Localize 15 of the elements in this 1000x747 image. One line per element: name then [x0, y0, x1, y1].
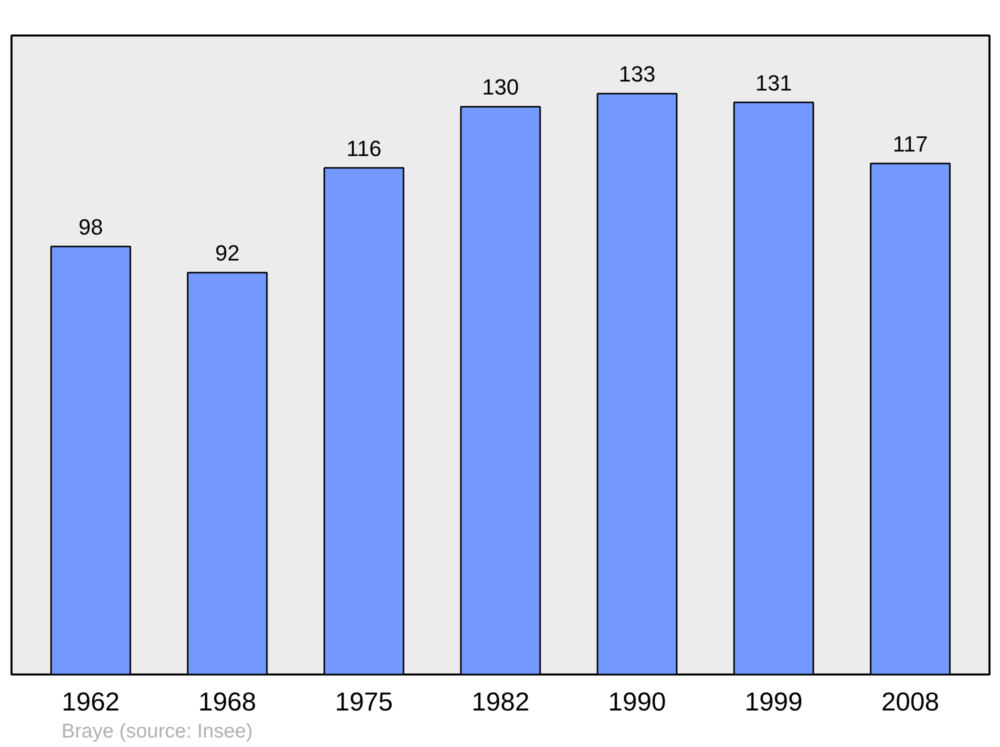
data-label: 98 — [78, 214, 103, 240]
data-label: 117 — [892, 131, 928, 156]
x-tick-label: 1968 — [198, 686, 256, 716]
x-tick-label: 1990 — [608, 686, 666, 716]
text: Braye (source: Insee) — [62, 720, 253, 742]
x-tick-label: 1975 — [334, 686, 393, 716]
data-label: 116 — [346, 136, 382, 161]
data-label: 133 — [618, 62, 656, 87]
x-tick-label: 1999 — [744, 686, 803, 716]
data-label: 130 — [482, 74, 519, 100]
x-tick-label: 1982 — [472, 686, 530, 716]
x-tick-label: 2008 — [881, 686, 940, 716]
x-tick-label: 1962 — [62, 686, 120, 716]
data-label: 131 — [755, 70, 792, 96]
data-label: 92 — [215, 240, 240, 266]
